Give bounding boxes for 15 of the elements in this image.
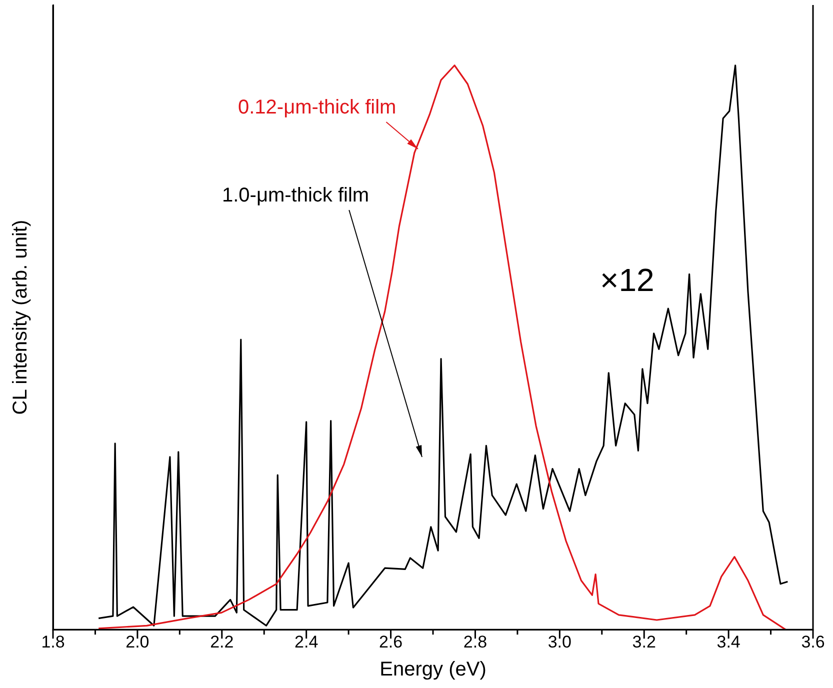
x-tick-label: 3.4 xyxy=(716,632,740,652)
x-tick-label: 1.8 xyxy=(41,632,65,652)
series-label: 0.12-μm-thick film xyxy=(238,96,396,119)
x-tick-label: 3.6 xyxy=(801,632,825,652)
text: 1.0-μm-thick film xyxy=(222,184,370,207)
annotation: ×12 xyxy=(600,262,654,298)
x-tick-label: 2.8 xyxy=(463,632,488,652)
x-tick-label: 2.0 xyxy=(126,632,150,652)
x-tick-label: 3.0 xyxy=(548,632,572,652)
y-axis-title: CL intensity (arb. unit) xyxy=(10,220,32,415)
x-tick-label: 2.4 xyxy=(294,632,318,652)
x-tick-label: 2.6 xyxy=(378,632,403,652)
x-tick-label: 2.2 xyxy=(210,632,234,652)
x-axis-title: Energy (eV) xyxy=(380,658,486,681)
x-tick-label: 3.2 xyxy=(632,632,656,652)
